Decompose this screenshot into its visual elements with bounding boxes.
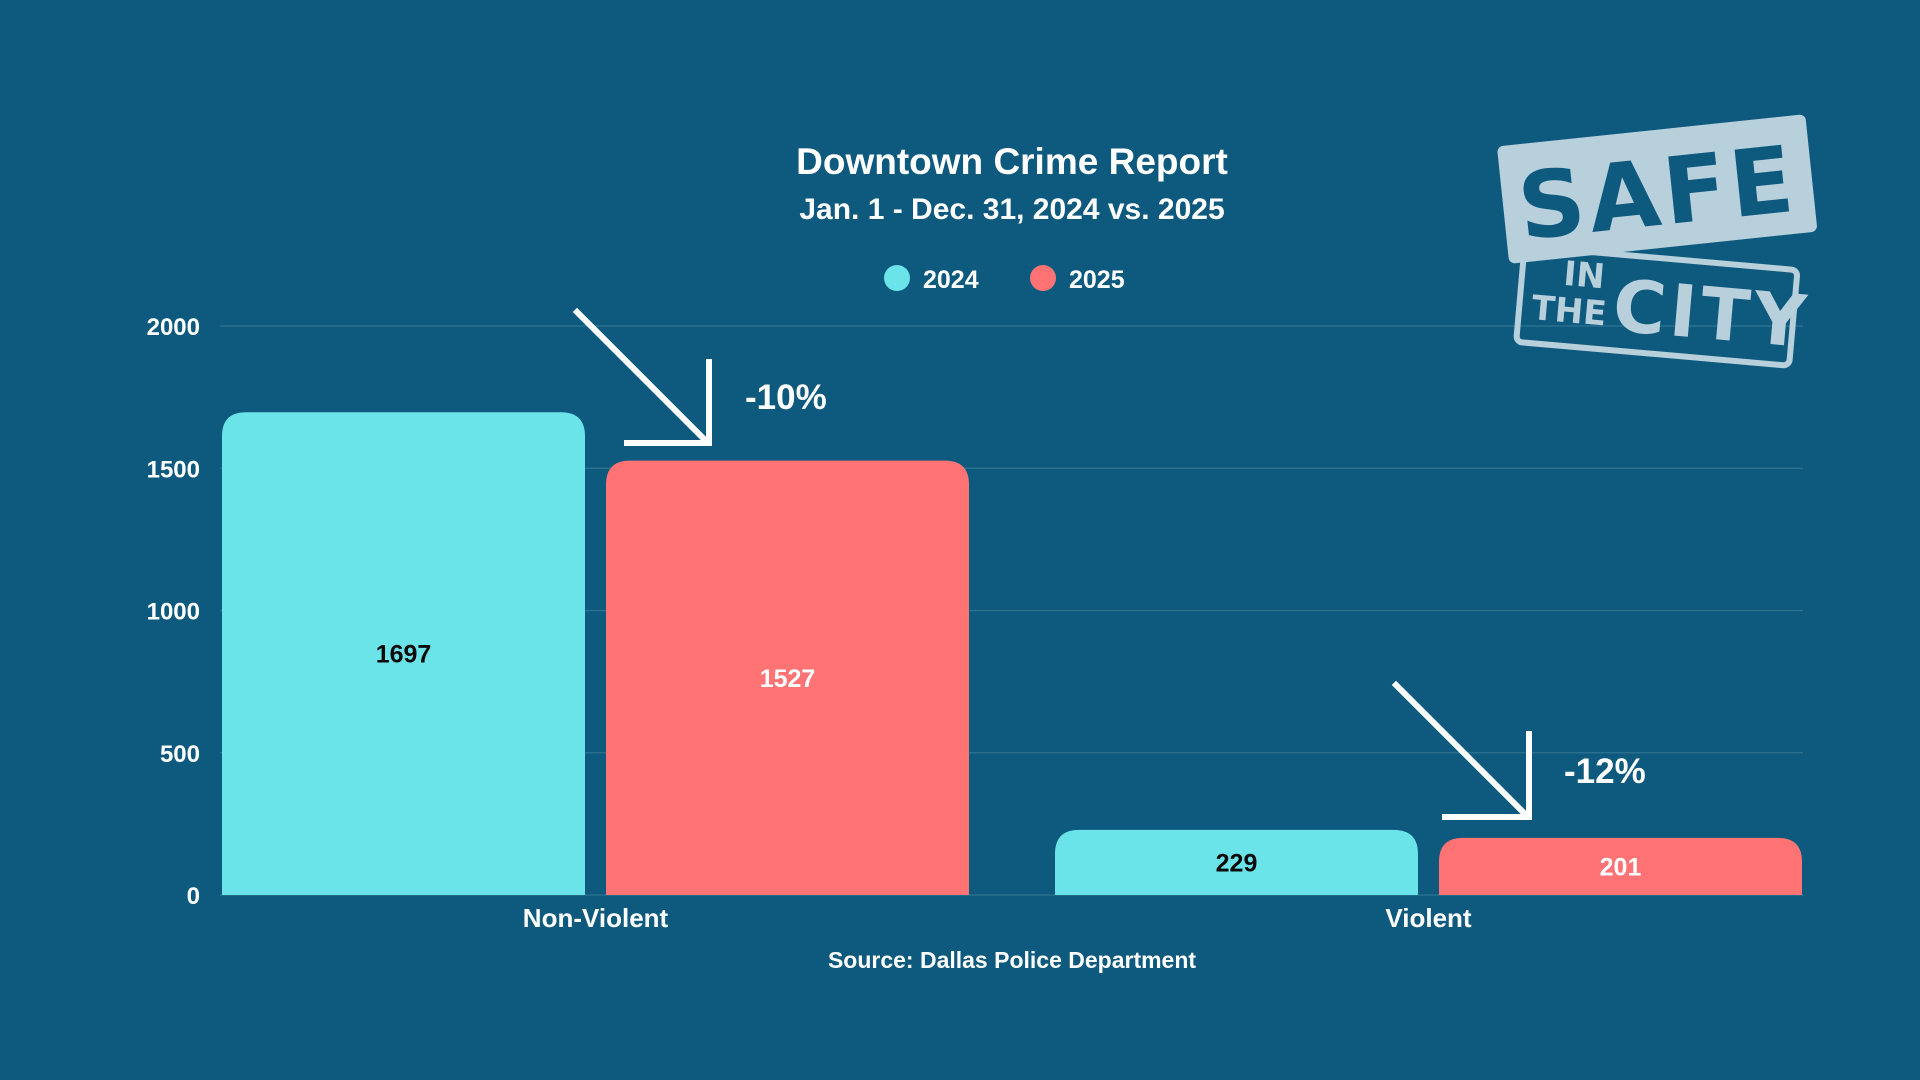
bar-value-label: 1527 bbox=[760, 665, 816, 693]
source-note: Source: Dallas Police Department bbox=[828, 947, 1196, 973]
bar-labels: 1697 1527 229 201 bbox=[376, 641, 1642, 882]
annotation-label-violent: -12% bbox=[1564, 752, 1646, 791]
x-axis-categories: Non-Violent Violent bbox=[523, 903, 1472, 933]
chart-subtitle: Jan. 1 - Dec. 31, 2024 vs. 2025 bbox=[799, 193, 1224, 226]
y-tick-label: 1500 bbox=[147, 456, 200, 483]
annotation-violent: -12% bbox=[1391, 680, 1646, 820]
arrow-down-right-icon bbox=[1391, 680, 1532, 820]
logo-text-in: IN bbox=[1562, 254, 1606, 297]
legend-swatch-2024 bbox=[884, 265, 910, 291]
x-category-label: Violent bbox=[1385, 903, 1472, 933]
legend-label-2024: 2024 bbox=[923, 266, 979, 294]
bar-value-label: 229 bbox=[1216, 849, 1258, 877]
annotation-non-violent: -10% bbox=[572, 307, 827, 447]
legend-label-2025: 2025 bbox=[1069, 266, 1125, 294]
bars bbox=[222, 412, 1802, 895]
x-category-label: Non-Violent bbox=[523, 903, 669, 933]
y-tick-label: 2000 bbox=[147, 314, 200, 341]
legend: 2024 2025 bbox=[884, 265, 1125, 294]
annotation-label-non-violent: -10% bbox=[745, 378, 827, 417]
bar-non-violent-2025 bbox=[606, 460, 969, 895]
y-tick-label: 500 bbox=[160, 741, 200, 768]
logo-frame bbox=[1513, 243, 1800, 369]
bar-violent-2025 bbox=[1439, 837, 1802, 895]
arrow-down-right-icon bbox=[572, 307, 712, 447]
bar-value-label: 1697 bbox=[376, 641, 432, 669]
logo-text-the: THE bbox=[1530, 288, 1608, 334]
chart-title: Downtown Crime Report bbox=[796, 141, 1228, 182]
logo-text-city: CITY bbox=[1610, 263, 1813, 364]
bar-non-violent-2024 bbox=[222, 412, 585, 895]
y-axis-ticks: 0 500 1000 1500 2000 bbox=[147, 314, 200, 910]
y-tick-label: 0 bbox=[187, 883, 200, 910]
logo-banner bbox=[1497, 114, 1817, 264]
bar-violent-2024 bbox=[1055, 829, 1418, 895]
y-tick-label: 1000 bbox=[147, 599, 200, 626]
safe-in-the-city-logo: SAFE IN THE CITY bbox=[1497, 114, 1817, 369]
bar-value-label: 201 bbox=[1600, 853, 1642, 881]
legend-swatch-2025 bbox=[1030, 265, 1056, 291]
